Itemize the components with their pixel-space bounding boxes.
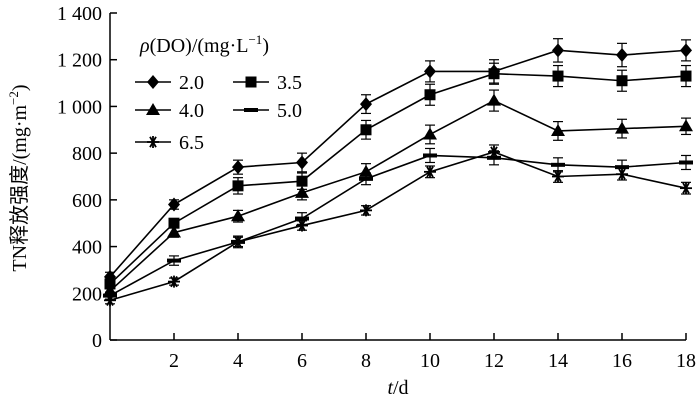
x-tick-label: 16 (612, 350, 632, 372)
x-tick-label: 4 (233, 350, 243, 372)
marker-2.0 (552, 43, 564, 58)
marker-4.0 (231, 209, 245, 222)
series-line-5.0 (109, 154, 687, 297)
legend-item-5.0: 5.0 (233, 100, 302, 122)
y-tick-label: 1 200 (57, 50, 102, 72)
marker-2.0 (680, 43, 692, 58)
marker-4.0 (295, 185, 309, 198)
marker-6.5 (680, 182, 692, 195)
axes (109, 13, 686, 341)
marker-4.0 (167, 225, 181, 238)
series-lines (109, 49, 687, 302)
legend-label: 6.5 (179, 132, 204, 154)
marker-6.5 (232, 235, 244, 248)
ticks: 0 200 400 600 800 1 000 1 200 1 400 2 4 6 8 10 12 14 16… (57, 3, 696, 372)
marker-3.5 (104, 278, 116, 290)
series-line-3.5 (109, 72, 687, 285)
marker-5.0 (551, 162, 565, 167)
y-tick-label: 1 400 (57, 3, 102, 25)
legend-label: 5.0 (277, 100, 302, 122)
marker-4.0 (679, 119, 693, 132)
marker-3.5 (680, 70, 692, 82)
x-tick-label: 8 (361, 350, 371, 372)
marker-6.5 (104, 294, 116, 307)
marker-2.0 (296, 155, 308, 170)
marker-3.5 (616, 75, 628, 87)
legend: ρ(DO)/(mg·L−1) 2.0 3.5 4.0 5.0 6.5 (135, 32, 302, 154)
series-markers (103, 43, 693, 307)
marker-4.0 (615, 121, 629, 134)
marker-3.5 (232, 180, 244, 192)
y-tick-label: 800 (72, 143, 102, 165)
legend-marker (245, 76, 257, 88)
x-tick-label: 6 (297, 350, 307, 372)
legend-marker (146, 103, 160, 115)
x-tick-label: 2 (169, 350, 179, 372)
x-axis-title: t/d (387, 377, 408, 399)
marker-3.5 (296, 175, 308, 187)
legend-marker (147, 75, 159, 89)
marker-6.5 (296, 219, 308, 232)
y-tick-label: 600 (72, 190, 102, 212)
marker-3.5 (552, 70, 564, 82)
series-line-4.0 (109, 99, 687, 292)
legend-item-4.0: 4.0 (135, 100, 204, 122)
marker-6.5 (488, 145, 500, 158)
marker-4.0 (359, 164, 373, 177)
x-tick-label: 14 (548, 350, 568, 372)
legend-item-6.5: 6.5 (135, 132, 204, 154)
marker-2.0 (360, 97, 372, 112)
series-line-2.0 (109, 49, 687, 278)
marker-6.5 (616, 168, 628, 181)
marker-5.0 (167, 258, 181, 263)
marker-3.5 (360, 124, 372, 136)
marker-2.0 (232, 160, 244, 175)
series-line-6.5 (109, 151, 687, 302)
legend-title: ρ(DO)/(mg·L−1) (139, 32, 269, 57)
marker-6.5 (424, 165, 436, 178)
marker-2.0 (424, 64, 436, 79)
marker-3.5 (424, 89, 436, 101)
marker-5.0 (423, 153, 437, 158)
marker-6.5 (168, 275, 180, 288)
marker-5.0 (679, 160, 693, 165)
legend-marker (244, 108, 258, 112)
marker-3.5 (168, 217, 180, 229)
marker-4.0 (103, 283, 117, 296)
marker-3.5 (488, 68, 500, 80)
y-tick-label: 0 (92, 330, 102, 352)
x-tick-label: 12 (484, 350, 504, 372)
legend-label: 2.0 (179, 72, 204, 94)
y-tick-label: 400 (72, 237, 102, 259)
x-tick-label: 18 (676, 350, 696, 372)
marker-4.0 (487, 93, 501, 106)
legend-label: 3.5 (277, 72, 302, 94)
legend-item-2.0: 2.0 (135, 72, 204, 94)
marker-6.5 (360, 204, 372, 217)
marker-5.0 (359, 176, 373, 181)
marker-6.5 (552, 170, 564, 183)
y-tick-label: 200 (72, 283, 102, 305)
marker-4.0 (423, 127, 437, 140)
legend-marker (147, 136, 159, 148)
marker-4.0 (551, 123, 565, 136)
x-tick-label: 10 (420, 350, 440, 372)
marker-5.0 (295, 216, 309, 221)
marker-2.0 (168, 197, 180, 212)
legend-item-3.5: 3.5 (233, 72, 302, 94)
legend-label: 4.0 (179, 100, 204, 122)
y-tick-label: 1 000 (57, 96, 102, 118)
marker-5.0 (615, 165, 629, 170)
y-axis-title: TN释放强度/(mg·m−2) (6, 84, 31, 271)
marker-2.0 (616, 48, 628, 63)
